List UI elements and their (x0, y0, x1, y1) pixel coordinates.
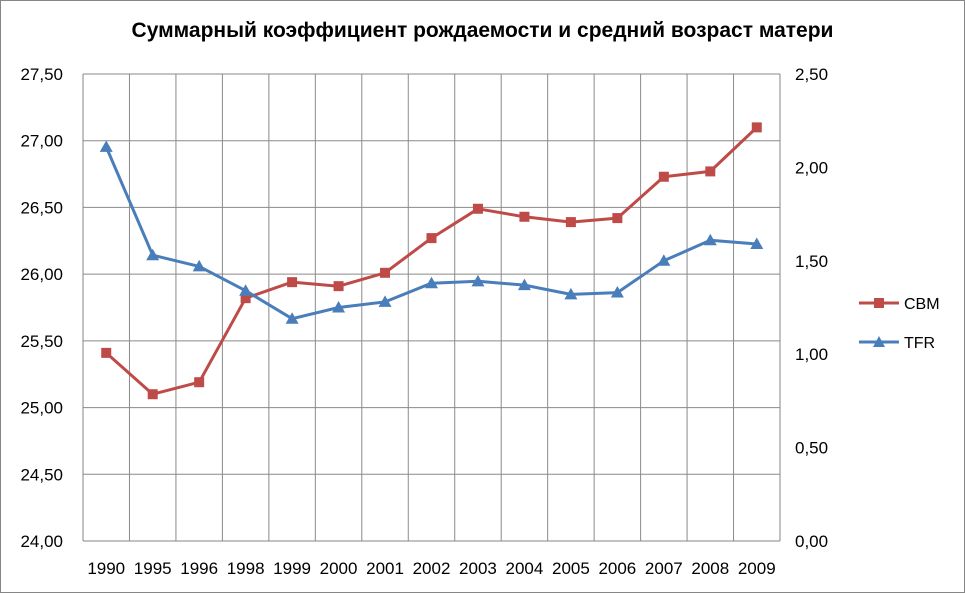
plot-area (83, 74, 780, 541)
x-tick-label: 1998 (227, 559, 265, 578)
y-tick-label-left: 27,50 (20, 65, 63, 84)
legend-marker-tfr (873, 336, 885, 347)
x-tick-label: 2005 (552, 559, 590, 578)
data-point-triangle (425, 276, 438, 289)
data-point-square (194, 377, 205, 388)
legend: СВМ TFR (859, 296, 940, 352)
y-tick-label-right: 0,00 (795, 532, 828, 551)
x-tick-label: 2001 (366, 559, 404, 578)
y-tick-label-right: 2,00 (795, 158, 828, 177)
y-tick-label-left: 27,00 (20, 132, 63, 151)
data-point-triangle (657, 254, 671, 266)
legend-label-cbm: СВМ (904, 296, 940, 313)
y-tick-label-right: 0,50 (795, 439, 828, 458)
data-point-triangle (610, 286, 624, 298)
data-point-triangle (192, 259, 206, 272)
data-point-square (101, 347, 112, 358)
x-tick-label: 2003 (459, 559, 497, 578)
data-point-square (705, 166, 716, 177)
data-point-square (147, 389, 158, 400)
data-point-square (333, 281, 344, 292)
data-point-triangle (239, 284, 253, 296)
data-point-triangle (564, 287, 578, 300)
grid-layer (82, 73, 781, 542)
y-tick-label-left: 26,50 (20, 198, 63, 217)
data-point-triangle (146, 248, 160, 261)
y-tick-label-left: 24,00 (20, 532, 63, 551)
data-point-triangle (378, 295, 392, 307)
x-tick-label: 2000 (320, 559, 358, 578)
y-tick-label-left: 24,50 (20, 465, 63, 484)
data-point-square (426, 233, 437, 244)
x-tick-label: 2007 (645, 559, 683, 578)
data-point-triangle (99, 140, 113, 152)
x-tick-label: 1996 (180, 559, 218, 578)
y-tick-label-left: 25,50 (20, 332, 63, 351)
data-point-square (380, 267, 391, 278)
data-point-square (519, 211, 530, 222)
data-point-square (472, 203, 483, 214)
y-tick-label-left: 25,00 (20, 399, 63, 418)
y-tick-label-right: 2,50 (795, 65, 828, 84)
data-point-square (287, 277, 298, 288)
data-point-square (751, 122, 762, 133)
y-tick-label-right: 1,00 (795, 345, 828, 364)
x-tick-label: 2009 (738, 559, 776, 578)
data-point-square (658, 171, 669, 182)
x-tick-label: 1999 (273, 559, 311, 578)
x-tick-label: 2008 (691, 559, 729, 578)
series-layer (99, 122, 764, 400)
data-point-square (612, 213, 623, 224)
legend-label-tfr: TFR (904, 335, 935, 352)
x-tick-label: 1995 (134, 559, 172, 578)
axis-layer: 24,00 24,50 25,00 25,50 26,00 26,50 27,00 27,50… (20, 65, 828, 578)
data-point-triangle (750, 237, 764, 249)
data-point-triangle (332, 301, 346, 313)
data-point-square (240, 293, 251, 304)
data-point-square (565, 217, 576, 228)
chart-title: Суммарный коэффициент рождаемости и сред… (131, 19, 834, 42)
data-point-triangle (285, 312, 299, 324)
x-tick-label: 1990 (87, 559, 125, 578)
x-tick-label: 2006 (598, 559, 636, 578)
data-point-triangle (517, 278, 531, 291)
data-point-triangle (471, 274, 485, 287)
y-tick-label-right: 1,50 (795, 252, 828, 271)
legend-marker-cbm (874, 298, 884, 308)
y-tick-label-left: 26,00 (20, 265, 63, 284)
x-tick-label: 2002 (413, 559, 451, 578)
x-tick-label: 2004 (506, 559, 544, 578)
data-point-triangle (703, 233, 717, 246)
